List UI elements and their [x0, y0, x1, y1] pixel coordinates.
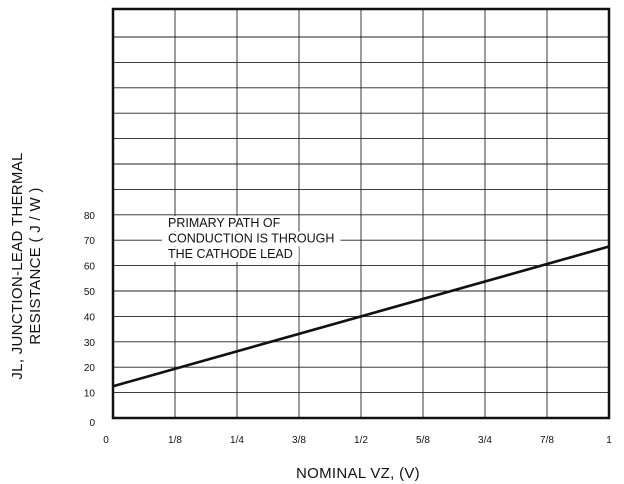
y-axis-label-line: RESISTANCE ( J / W ): [27, 187, 44, 344]
x-tick-label: 1/4: [230, 435, 244, 446]
x-tick-label: 1/8: [168, 435, 182, 446]
y-axis-label-line: JL, JUNCTION-LEAD THERMAL: [9, 152, 26, 379]
plot-frame: [111, 7, 611, 420]
y-tick-label: 60: [84, 262, 96, 273]
y-tick-label: 20: [84, 363, 96, 374]
annotation-line-bg: [162, 247, 299, 262]
y-tick-label: 0: [89, 418, 95, 429]
y-tick-labels: 0 10 20 30 40 50 60 70 80: [84, 211, 96, 429]
annotation-line: THE CATHODE LEAD: [168, 247, 293, 261]
annotation-line-bg: [162, 231, 341, 247]
y-axis-label: JL, JUNCTION-LEAD THERMAL RESISTANCE ( J …: [9, 152, 44, 379]
annotation-line: CONDUCTION IS THROUGH: [168, 232, 334, 246]
x-tick-label: 5/8: [416, 435, 430, 446]
annotation-line: PRIMARY PATH OF: [168, 216, 281, 230]
grid: [113, 9, 609, 418]
y-tick-label: 70: [84, 236, 96, 247]
x-tick-label: 1/2: [354, 435, 368, 446]
series-group: [112, 245, 610, 388]
y-tick-label: 80: [84, 211, 96, 222]
y-tick-label: 10: [84, 389, 96, 400]
y-tick-label: 50: [84, 287, 96, 298]
series-line: [112, 245, 610, 388]
annotation: PRIMARY PATH OF CONDUCTION IS THROUGHTHE …: [162, 216, 341, 262]
y-tick-label: 40: [84, 312, 96, 323]
x-tick-label: 1: [606, 435, 612, 446]
x-tick-label: 7/8: [540, 435, 554, 446]
x-tick-label: 0: [103, 435, 109, 446]
x-tick-label: 3/8: [292, 435, 306, 446]
x-tick-label: 3/4: [478, 435, 492, 446]
annotation-line-bg: [162, 216, 287, 231]
x-axis-label: NOMINAL VZ, (V): [296, 465, 420, 482]
x-tick-labels: 0 1/8 1/4 3/8 1/2 5/8 3/4 7/8 1: [103, 435, 612, 446]
y-tick-label: 30: [84, 338, 96, 349]
